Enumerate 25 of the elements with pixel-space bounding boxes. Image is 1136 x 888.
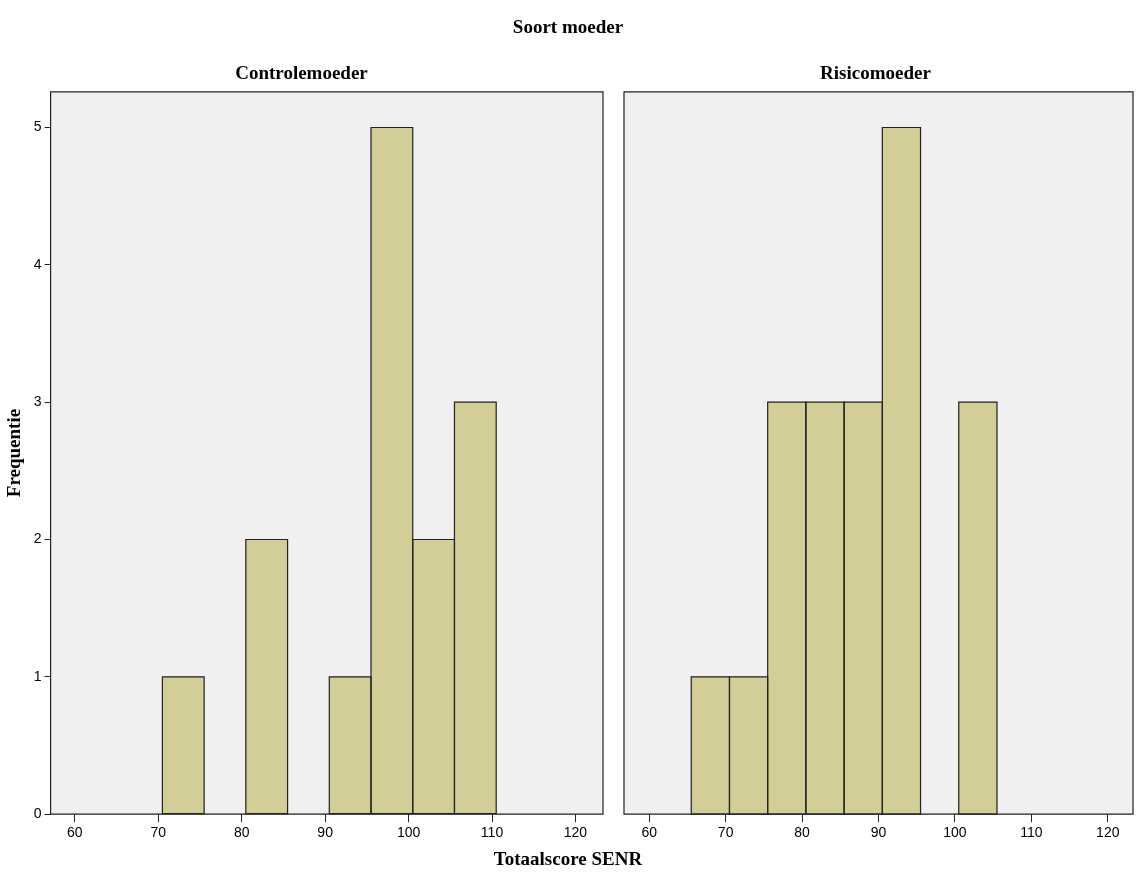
x-tick-label: 80: [233, 824, 250, 841]
x-tick-label: 60: [641, 824, 658, 841]
y-tick-label: 0: [33, 805, 42, 822]
x-tick-label: 70: [717, 824, 734, 841]
chart-title: Controlemoeder: [235, 62, 369, 84]
y-tick-label: 3: [33, 393, 42, 410]
y-tick-label: 2: [33, 530, 42, 547]
x-axis-title: Totaalscore SENR: [492, 848, 644, 870]
x-tick-label: 120: [563, 824, 588, 841]
x-tick-label: 110: [480, 824, 504, 841]
y-axis-title: Frequentie: [3, 408, 25, 498]
text: Soort moeder: [511, 16, 625, 38]
x-tick-label: 110: [1020, 824, 1043, 841]
x-tick-label: 100: [396, 824, 421, 841]
y-tick-label: 4: [33, 255, 42, 272]
chart-title: Risicomoeder: [820, 62, 932, 84]
x-tick-label: 80: [794, 824, 811, 841]
x-tick-label: 70: [150, 824, 167, 841]
x-tick-label: 60: [67, 824, 83, 841]
x-tick-label: 100: [943, 824, 967, 841]
y-tick-label: 1: [33, 667, 42, 684]
x-tick-label: 90: [870, 824, 887, 841]
x-tick-label: 120: [1096, 824, 1120, 841]
y-tick-label: 5: [33, 118, 42, 135]
x-tick-label: 90: [317, 824, 334, 841]
